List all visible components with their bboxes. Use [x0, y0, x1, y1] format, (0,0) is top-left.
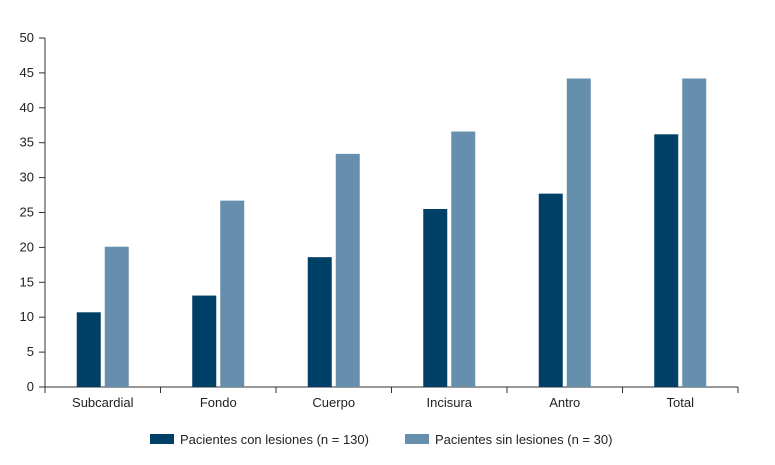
bar-series-2 — [335, 153, 360, 387]
y-tick-label: 40 — [20, 100, 34, 115]
bar-series-1 — [192, 295, 217, 387]
y-tick-label: 5 — [27, 344, 34, 359]
x-tick-label: Subcardial — [72, 395, 134, 410]
bar-series-2 — [566, 78, 591, 387]
y-tick-label: 25 — [20, 205, 34, 220]
bar-series-1 — [76, 312, 101, 387]
legend-swatch-series-2 — [405, 434, 429, 444]
bar-series-1 — [307, 257, 332, 387]
bar-series-2 — [104, 246, 129, 387]
x-tick-label: Antro — [549, 395, 580, 410]
bar-series-1 — [654, 134, 679, 387]
y-tick-label: 50 — [20, 30, 34, 45]
bar-series-1 — [423, 209, 448, 387]
x-axis: Subcardial Fondo Cuerpo Incisura Antro Total — [44, 386, 739, 410]
y-tick-label: 45 — [20, 65, 34, 80]
bars — [76, 78, 707, 387]
y-axis: 0 5 10 15 20 25 30 35 40 45 50 — [20, 30, 46, 394]
legend: Pacientes con lesiones (n = 130) Paciente… — [150, 432, 612, 447]
bar-series-1 — [538, 193, 563, 387]
legend-label-series-1: Pacientes con lesiones (n = 130) — [180, 432, 369, 447]
y-tick-label: 15 — [20, 274, 34, 289]
legend-swatch-series-1 — [150, 434, 174, 444]
x-tick-label: Total — [667, 395, 695, 410]
bar-series-2 — [220, 200, 245, 387]
y-tick-label: 20 — [20, 239, 34, 254]
y-tick-label: 10 — [20, 309, 34, 324]
y-tick-label: 30 — [20, 170, 34, 185]
x-tick-label: Incisura — [426, 395, 472, 410]
y-tick-label: 35 — [20, 135, 34, 150]
legend-label-series-2: Pacientes sin lesiones (n = 30) — [435, 432, 612, 447]
y-tick-label: 0 — [27, 379, 34, 394]
x-tick-label: Fondo — [200, 395, 237, 410]
x-tick-label: Cuerpo — [312, 395, 355, 410]
bar-series-2 — [682, 78, 707, 387]
bar-series-2 — [451, 131, 476, 387]
